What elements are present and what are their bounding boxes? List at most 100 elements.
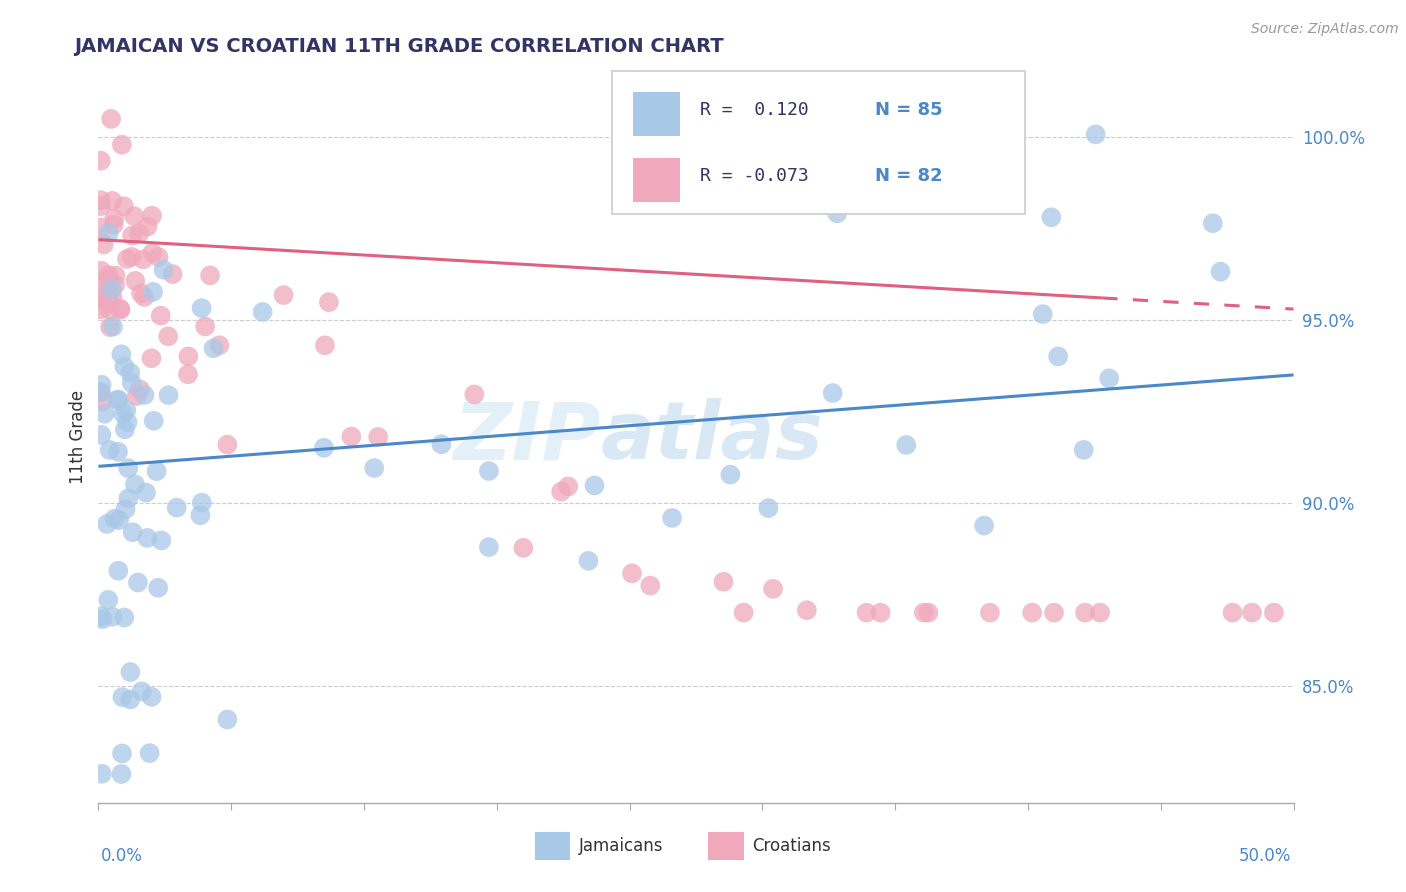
Point (97, 289, 120, 303)
FancyBboxPatch shape (613, 71, 1025, 214)
FancyBboxPatch shape (709, 832, 744, 860)
Point (762, 582, 785, 596)
Point (111, 137, 134, 152)
Point (1222, 606, 1244, 620)
Point (110, 347, 132, 361)
Text: N = 82: N = 82 (876, 167, 943, 185)
Point (104, 268, 127, 283)
Point (896, 438, 918, 452)
Point (104, 277, 127, 292)
Point (142, 285, 165, 299)
Point (661, 511, 683, 525)
Point (120, 692, 142, 706)
Point (90, 385, 112, 400)
Point (117, 415, 139, 429)
Point (149, 309, 172, 323)
Point (758, 501, 780, 516)
Point (252, 305, 274, 319)
Point (1209, 265, 1232, 279)
Point (1047, 350, 1070, 364)
Point (148, 250, 170, 264)
Point (889, 138, 911, 153)
Point (93, 237, 115, 252)
Point (1202, 216, 1225, 230)
Point (973, 518, 995, 533)
Point (912, 606, 935, 620)
Point (97, 294, 120, 309)
Point (363, 461, 385, 475)
Point (91, 394, 114, 409)
Text: R =  0.120: R = 0.120 (700, 101, 808, 120)
Point (578, 554, 600, 568)
Point (121, 228, 143, 243)
Text: N = 85: N = 85 (876, 101, 943, 120)
Point (96, 273, 118, 287)
Point (198, 268, 221, 283)
Point (733, 606, 755, 620)
Point (463, 387, 485, 401)
Point (134, 388, 156, 402)
Point (115, 403, 138, 417)
Point (107, 444, 129, 458)
Point (100, 112, 122, 126)
Point (1098, 371, 1121, 385)
Point (821, 386, 844, 401)
FancyBboxPatch shape (633, 92, 681, 136)
Point (188, 508, 211, 523)
Point (194, 319, 217, 334)
Point (314, 338, 336, 352)
Text: R = -0.073: R = -0.073 (700, 167, 808, 185)
Text: Croatians: Croatians (752, 837, 831, 855)
Point (112, 610, 135, 624)
Point (107, 564, 129, 578)
Point (90, 264, 112, 278)
Point (124, 274, 146, 288)
Point (121, 250, 143, 264)
Point (855, 606, 877, 620)
Point (138, 746, 160, 760)
Point (105, 392, 128, 407)
Point (1074, 606, 1097, 620)
Point (97, 593, 120, 607)
Point (127, 575, 149, 590)
Point (141, 209, 163, 223)
Point (90, 292, 112, 306)
Text: 0.0%: 0.0% (101, 847, 142, 864)
Point (114, 502, 136, 516)
Point (550, 484, 572, 499)
Point (124, 477, 146, 491)
Point (90, 428, 112, 442)
Point (90, 377, 112, 392)
Point (512, 541, 534, 555)
FancyBboxPatch shape (534, 832, 571, 860)
Point (217, 437, 239, 451)
Point (367, 430, 389, 444)
Point (901, 112, 924, 126)
Point (132, 252, 155, 267)
Text: Jamaicans: Jamaicans (579, 837, 664, 855)
Point (108, 301, 131, 316)
Point (111, 690, 134, 705)
Text: 50.0%: 50.0% (1239, 847, 1291, 864)
Point (796, 603, 818, 617)
Point (101, 291, 124, 305)
Point (104, 511, 127, 525)
Point (1040, 211, 1063, 225)
Point (157, 388, 180, 402)
Point (97, 226, 120, 240)
Point (1021, 606, 1043, 620)
Point (97, 268, 120, 282)
Point (1084, 128, 1107, 142)
Point (103, 211, 125, 226)
Point (430, 437, 453, 451)
Text: Source: ZipAtlas.com: Source: ZipAtlas.com (1251, 22, 1399, 37)
Point (125, 389, 148, 403)
Point (101, 194, 124, 208)
Point (217, 713, 239, 727)
Point (98, 320, 121, 334)
Point (273, 288, 295, 302)
Point (110, 767, 132, 781)
Point (157, 329, 180, 343)
Point (190, 301, 212, 315)
Point (150, 533, 173, 548)
